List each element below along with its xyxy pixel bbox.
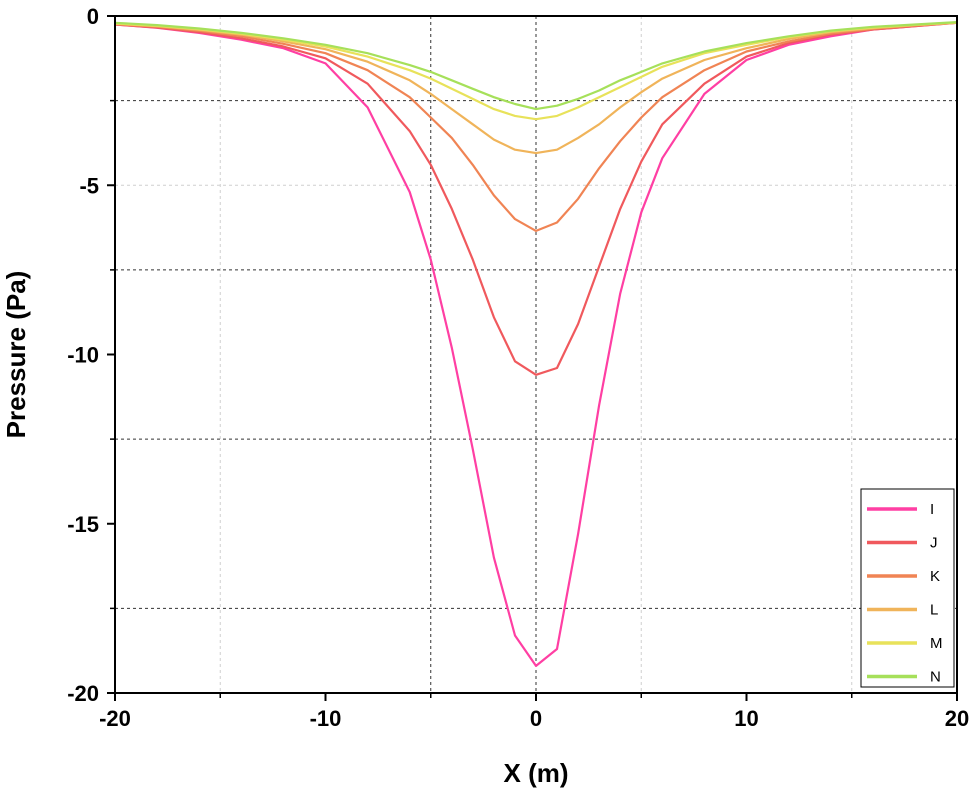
y-tick-label: -15 bbox=[67, 512, 99, 537]
legend-label-M: M bbox=[930, 635, 943, 652]
legend-label-J: J bbox=[930, 535, 938, 552]
x-tick-label: -10 bbox=[310, 706, 342, 731]
series-line-N bbox=[114, 21, 958, 111]
series-line-J bbox=[114, 21, 958, 376]
y-tick-label: -5 bbox=[79, 173, 99, 198]
legend-label-K: K bbox=[930, 568, 940, 585]
legend-label-L: L bbox=[930, 602, 938, 619]
series-layer bbox=[114, 21, 958, 668]
legend-box bbox=[860, 488, 955, 688]
series-line-I bbox=[114, 21, 958, 668]
series-line-L bbox=[114, 21, 958, 155]
x-tick-label: -20 bbox=[99, 706, 131, 731]
x-tick-label: 20 bbox=[945, 706, 969, 731]
x-tick-label: 10 bbox=[734, 706, 758, 731]
grid bbox=[115, 16, 957, 693]
legend-label-I: I bbox=[930, 501, 934, 518]
legend-label-N: N bbox=[930, 669, 941, 686]
y-axis-title: Pressure (Pa) bbox=[1, 271, 31, 439]
x-tick-label: 0 bbox=[530, 706, 542, 731]
y-tick-label: 0 bbox=[87, 4, 99, 29]
series-line-K bbox=[114, 21, 958, 232]
ticks: -20 -10 0 10 20 0 -5 -10 -15 -20 bbox=[67, 4, 969, 731]
y-tick-label: -20 bbox=[67, 681, 99, 706]
y-tick-label: -10 bbox=[67, 343, 99, 368]
x-axis-title: X (m) bbox=[504, 758, 569, 788]
